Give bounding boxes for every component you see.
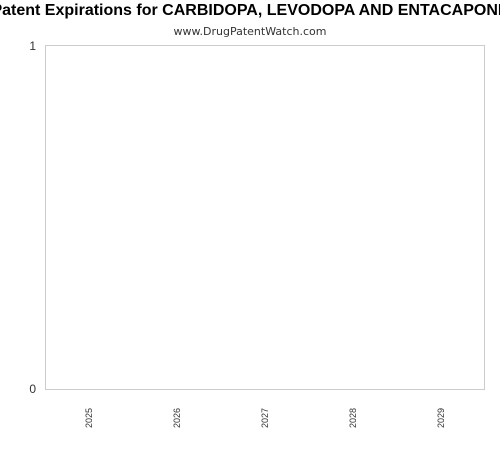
y-axis: 01	[29, 39, 36, 396]
x-axis: 2025 2026 2027 2028 2029	[84, 408, 446, 428]
y-tick-label: 1	[29, 39, 36, 53]
x-tick-label: 2028	[348, 408, 358, 428]
plot-area	[46, 46, 485, 390]
y-tick-label: 0	[29, 382, 36, 396]
x-tick-label: 2027	[260, 408, 270, 428]
x-tick-label: 2026	[172, 408, 182, 428]
x-tick-label: 2025	[84, 408, 94, 428]
x-tick-label: 2029	[436, 408, 446, 428]
